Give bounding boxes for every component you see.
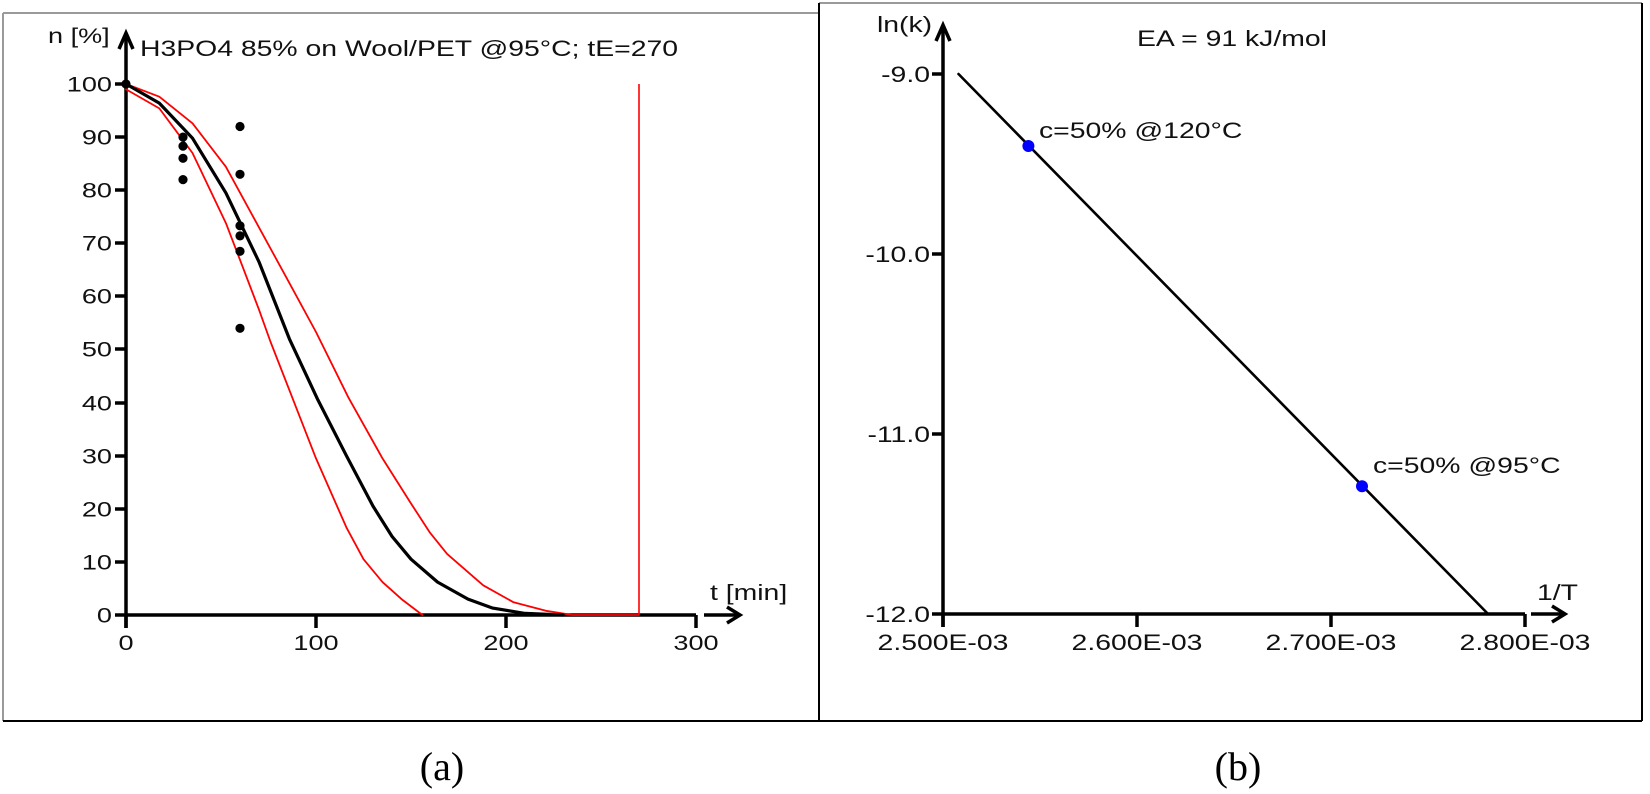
point-label-120c: c=50% @120°C	[1039, 119, 1242, 143]
y-tick-label: 30	[82, 445, 112, 468]
chart-a-title: H3PO4 85% on Wool/PET @95°C; tE=270	[140, 37, 678, 61]
panel-b-plot-data	[957, 72, 1490, 616]
chart-b-title: EA = 91 kJ/mol	[1137, 27, 1327, 51]
y-axis-arrow-icon	[117, 28, 135, 50]
x-tick-label: 200	[483, 632, 528, 655]
data-point	[1022, 140, 1035, 152]
arrhenius-fit-line	[957, 72, 1490, 616]
data-point	[178, 153, 188, 163]
data-point	[235, 169, 245, 179]
data-point	[235, 246, 245, 256]
y-tick-label: 0	[97, 604, 112, 627]
y-tick-label: 60	[82, 285, 112, 308]
y-tick-label: 20	[82, 498, 112, 521]
rate-constant-points	[1022, 140, 1368, 493]
y-tick-label: -12.0	[865, 603, 930, 627]
x-axis-arrow-icon	[726, 605, 744, 625]
chart-a-y-axis-label: n [%]	[48, 25, 110, 48]
x-tick-label: 300	[673, 632, 718, 655]
panel-b-axes	[932, 20, 1569, 627]
point-label-95c: c=50% @95°C	[1373, 454, 1561, 478]
panel-a: H3PO4 85% on Wool/PET @95°C; tE=270 n [%…	[2, 12, 819, 789]
y-tick-label: 10	[82, 551, 112, 574]
data-point	[178, 141, 188, 151]
y-tick-label: -11.0	[867, 423, 930, 447]
panel-a-axes	[115, 28, 744, 628]
panel-a-plot-data	[121, 79, 640, 617]
data-point	[235, 121, 245, 132]
measured-points	[121, 79, 245, 333]
chart-a-x-axis-label: t [min]	[710, 581, 787, 605]
x-tick-label: 0	[118, 632, 133, 655]
chart-b-y-axis-label: ln(k)	[877, 13, 932, 37]
data-point	[235, 231, 245, 241]
y-axis-arrow-icon	[934, 20, 952, 42]
chart-b-x-axis-label: 1/T	[1537, 581, 1578, 605]
data-point	[235, 221, 245, 231]
x-tick-label: 2.500E-03	[878, 631, 1009, 655]
panel-b: EA = 91 kJ/mol ln(k) 1/T -12.0 -11.0 -10…	[818, 2, 1643, 789]
lower-bound-curve	[125, 88, 424, 616]
data-point	[178, 132, 188, 142]
y-tick-label: 100	[67, 73, 112, 96]
y-tick-label: -9.0	[881, 63, 930, 87]
y-tick-label: 90	[82, 126, 112, 149]
y-tick-label: 40	[82, 392, 112, 415]
x-tick-label: 100	[293, 632, 338, 655]
y-tick-label: 50	[82, 338, 112, 361]
data-point	[178, 175, 188, 185]
caption-a: (a)	[420, 744, 464, 789]
data-point	[1356, 480, 1368, 493]
data-point	[235, 323, 245, 333]
x-axis-arrow-icon	[1551, 604, 1569, 624]
upper-bound-curve	[125, 83, 640, 616]
x-tick-label: 2.700E-03	[1266, 631, 1397, 655]
y-tick-label: 70	[82, 232, 112, 255]
x-tick-label: 2.600E-03	[1072, 631, 1203, 655]
x-tick-label: 2.800E-03	[1460, 631, 1591, 655]
caption-b: (b)	[1215, 744, 1262, 789]
y-tick-label: -10.0	[865, 243, 930, 267]
data-point	[121, 79, 131, 89]
model-fit-curve	[124, 82, 565, 617]
y-tick-label: 80	[82, 179, 112, 202]
